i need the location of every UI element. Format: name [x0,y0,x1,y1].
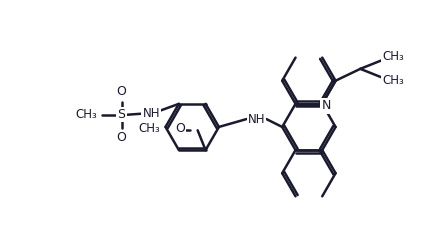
Text: NH: NH [143,107,160,120]
Text: S: S [117,108,125,121]
Text: CH₃: CH₃ [382,50,404,63]
Text: NH: NH [248,113,265,125]
Text: CH₃: CH₃ [138,122,160,135]
Text: CH₃: CH₃ [75,108,97,121]
Text: CH₃: CH₃ [382,74,404,87]
Text: N: N [322,99,331,112]
Text: O: O [116,85,127,98]
Text: O: O [116,131,127,144]
Text: O: O [175,122,185,135]
